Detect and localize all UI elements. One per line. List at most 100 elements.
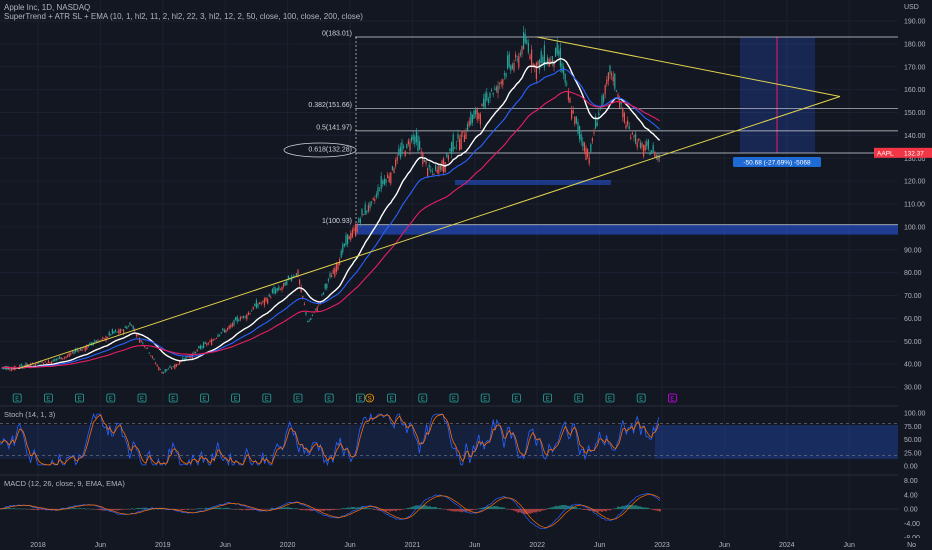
macd-histogram-bar (251, 509, 253, 511)
macd-pane (0, 492, 898, 529)
macd-histogram-bar (89, 508, 91, 510)
fib-level-label: 1(100.93) (322, 218, 352, 225)
candle-body (431, 171, 433, 173)
small-zone (455, 179, 611, 185)
macd-histogram-bar (35, 509, 37, 510)
candle-body (331, 275, 333, 278)
candle-body (587, 149, 589, 157)
candle-body (70, 353, 72, 355)
candle-body (236, 316, 238, 322)
candle-body (222, 328, 224, 331)
macd-histogram-bar (397, 509, 399, 511)
candle-body (473, 110, 475, 119)
candle-body (447, 155, 449, 160)
candle-body (401, 141, 403, 155)
macd-histogram-bar (15, 508, 17, 510)
candle-body (399, 147, 401, 158)
candle-body (532, 63, 534, 65)
macd-histogram-bar (207, 508, 209, 509)
candle-body (444, 162, 446, 173)
candle-body (607, 72, 609, 81)
candle-body (383, 178, 385, 185)
split-marker (365, 393, 375, 403)
candle-body (543, 45, 545, 68)
macd-histogram-bar (633, 505, 635, 509)
candle-body (470, 112, 472, 125)
macd-histogram-bar (347, 507, 349, 509)
price-axis[interactable]: 190.00 180.00 170.00 160.00 150.00 140.00 130.… (898, 0, 932, 542)
candle-body (601, 95, 603, 106)
fib-retracement[interactable]: 0(183.01) 0.382(151.66) 0.5(141.97) 0.618(1… (283, 30, 898, 225)
macd-histogram-bar (407, 507, 409, 509)
macd-histogram-bar (567, 505, 569, 509)
candle-body (478, 113, 480, 119)
earnings-marker (137, 393, 147, 403)
candle-body (556, 42, 558, 54)
candle-body (276, 288, 278, 291)
macd-histogram-bar (137, 507, 139, 509)
candle-body (33, 364, 35, 366)
time-tick-label: 2020 (280, 542, 296, 549)
candle-body (129, 322, 131, 326)
macd-histogram-bar (123, 509, 125, 510)
candle-body (585, 147, 587, 161)
macd-histogram-bar (297, 508, 299, 510)
macd-histogram-bar (133, 508, 135, 510)
macd-histogram-bar (409, 507, 411, 509)
candle-body (329, 273, 331, 277)
candle-body (558, 50, 560, 56)
candle-body (121, 329, 123, 331)
time-axis[interactable]: 2018 Jun 2019 Jun 2020 Jun 2021 Jun 2022 Jun 2023 J… (0, 538, 932, 550)
macd-histogram-bar (111, 509, 113, 511)
candle-body (67, 355, 69, 357)
candle-body (457, 133, 459, 139)
ema-lines (2, 57, 661, 369)
candle-body (499, 83, 501, 84)
candle-body (452, 134, 454, 152)
macd-histogram-bar (447, 509, 449, 511)
candle-body (233, 319, 235, 326)
candle-body (126, 326, 128, 329)
macd-histogram-bar (611, 509, 613, 510)
macd-histogram-bar (433, 506, 435, 509)
macd-histogram-bar (181, 509, 183, 511)
macd-histogram-bar (125, 509, 127, 510)
candle-body (655, 155, 657, 158)
price-tick-label: 140.00 (904, 133, 926, 140)
candle-body (150, 355, 152, 357)
candle-body (540, 51, 542, 63)
macd-histogram-bar (183, 509, 185, 510)
fib-level-label: 0.382(151.66) (308, 102, 352, 109)
candle-body (59, 356, 61, 359)
candle-body (20, 364, 22, 367)
macd-histogram-bar (193, 509, 195, 510)
macd-histogram-bar (139, 508, 141, 509)
candle-body (539, 59, 541, 70)
candle-body (198, 346, 200, 349)
macd-histogram-bar (413, 506, 415, 509)
candle-body (115, 329, 117, 332)
macd-histogram-bar (329, 509, 331, 511)
candle-body (407, 140, 409, 145)
trendlines[interactable] (17, 36, 841, 370)
macd-histogram-bar (603, 509, 605, 511)
candle-body (343, 243, 345, 246)
candle-body (583, 142, 585, 152)
candle-body (7, 367, 9, 370)
candle-body (638, 138, 640, 141)
earnings-marker (324, 393, 334, 403)
candle-body (251, 310, 253, 312)
candle-body (206, 343, 208, 346)
candle-body (622, 107, 624, 118)
candle-body (439, 166, 441, 170)
candle-body (388, 176, 390, 182)
macd-histogram-bar (71, 508, 73, 509)
candle-body (596, 122, 598, 127)
macd-histogram-bar (585, 509, 587, 510)
candle-body (606, 79, 608, 85)
macd-histogram-bar (573, 507, 575, 509)
macd-histogram-bar (591, 509, 593, 511)
macd-histogram-bar (337, 509, 339, 510)
